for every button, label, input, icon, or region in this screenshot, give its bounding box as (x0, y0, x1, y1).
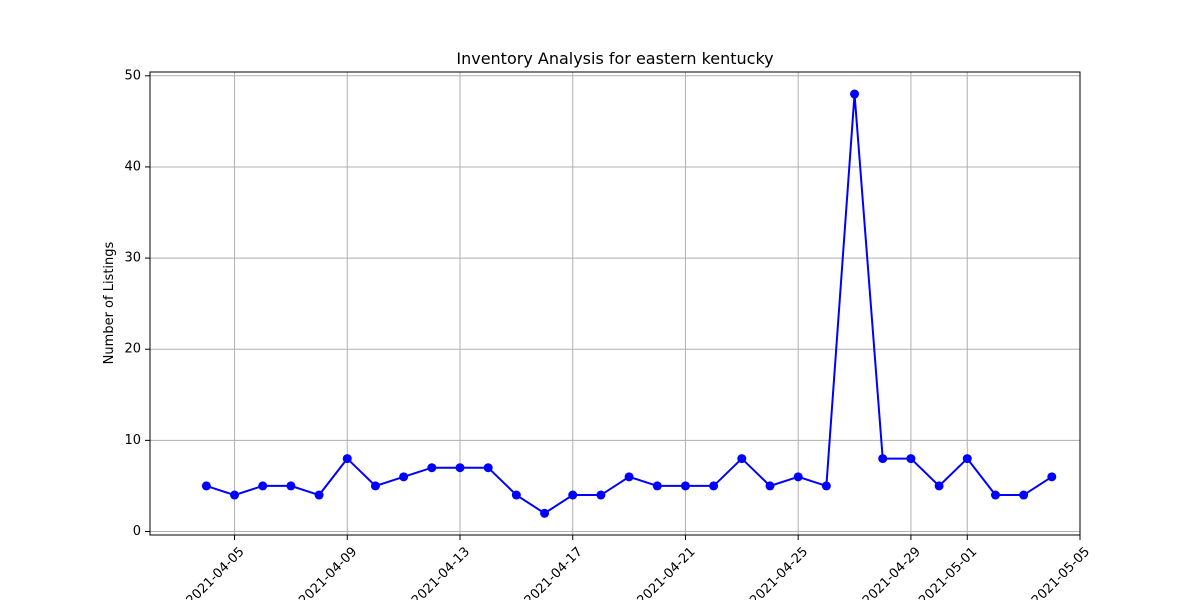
data-point (399, 472, 409, 482)
x-tick-label: 2021-04-13 (409, 544, 473, 600)
data-point (1019, 490, 1029, 500)
ticks: 2021-04-05 2021-04-09 2021-04-13 2021-04-17… (124, 68, 1093, 600)
data-point (990, 490, 1000, 500)
y-axis-label: Number of Listings (102, 241, 117, 364)
x-tick-label: 2021-05-01 (916, 544, 980, 600)
data-point (934, 481, 944, 491)
series-line (206, 93, 1053, 515)
chart-title: Inventory Analysis for eastern kentucky (456, 49, 773, 68)
x-tick-label: 2021-05-05 (1029, 544, 1093, 600)
data-point (793, 472, 803, 482)
data-point (201, 481, 211, 491)
data-point (624, 472, 634, 482)
data-point (906, 454, 916, 464)
x-tick-label: 2021-04-05 (184, 544, 248, 600)
y-tick-label: 10 (124, 433, 141, 448)
data-point (568, 490, 578, 500)
y-tick-label: 0 (133, 524, 141, 539)
data-point (258, 481, 268, 491)
data-point (850, 89, 860, 99)
data-point (765, 481, 775, 491)
data-point (427, 463, 437, 473)
data-point (1047, 472, 1057, 482)
data-point (652, 481, 662, 491)
y-tick-label: 20 (124, 342, 141, 357)
data-point (511, 490, 521, 500)
data-point (314, 490, 324, 500)
data-point (342, 454, 352, 464)
data-point (878, 454, 888, 464)
plot-frame (149, 71, 1081, 536)
data-point (821, 481, 831, 491)
data-point (370, 481, 380, 491)
data-point (455, 463, 465, 473)
data-point (483, 463, 493, 473)
x-tick-label: 2021-04-21 (634, 544, 698, 600)
y-tick-label: 40 (124, 159, 141, 174)
data-point (709, 481, 719, 491)
grid (150, 72, 1081, 535)
data-point (680, 481, 690, 491)
data-point (737, 454, 747, 464)
x-tick-label: 2021-04-29 (860, 544, 924, 600)
y-tick-label: 30 (124, 251, 141, 266)
data-point (540, 508, 550, 518)
data-point (962, 454, 972, 464)
y-tick-label: 50 (124, 68, 141, 83)
data-point (596, 490, 606, 500)
data-point (286, 481, 296, 491)
x-tick-label: 2021-04-09 (296, 544, 360, 600)
x-tick-label: 2021-04-17 (522, 544, 586, 600)
x-tick-label: 2021-04-25 (747, 544, 811, 600)
series (201, 89, 1057, 518)
data-point (230, 490, 240, 500)
